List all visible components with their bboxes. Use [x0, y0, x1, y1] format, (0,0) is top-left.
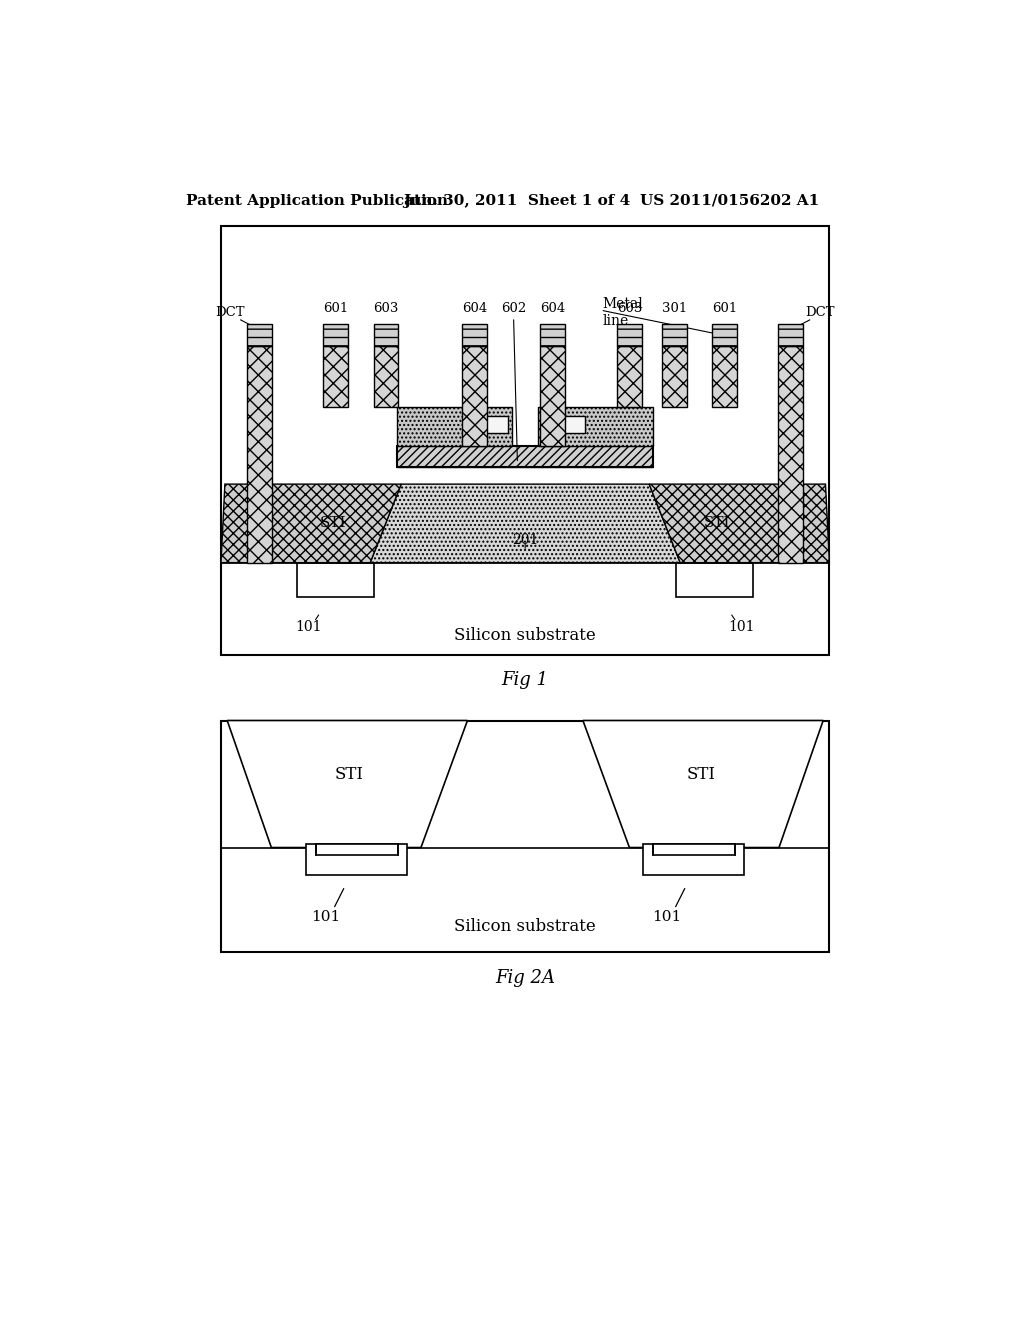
Text: Silicon substrate: Silicon substrate [455, 919, 596, 936]
Text: STI: STI [687, 766, 716, 783]
Text: 601: 601 [712, 302, 737, 314]
Bar [617, 346, 642, 407]
Bar [374, 323, 398, 346]
Bar [397, 446, 653, 467]
Bar [652, 843, 735, 855]
Text: 603: 603 [374, 302, 398, 314]
Bar [221, 226, 829, 655]
Bar [778, 346, 803, 562]
Bar [676, 562, 754, 597]
Polygon shape [649, 484, 829, 562]
Bar [617, 323, 642, 346]
Bar [539, 407, 653, 446]
Bar [315, 843, 397, 855]
Bar [540, 346, 564, 446]
Bar [248, 346, 272, 562]
Text: 101: 101 [652, 909, 681, 924]
Text: Metal
line: Metal line [603, 297, 643, 327]
Bar [463, 323, 487, 346]
Polygon shape [227, 721, 467, 847]
Bar [662, 323, 687, 346]
Bar [778, 323, 803, 346]
Text: US 2011/0156202 A1: US 2011/0156202 A1 [640, 194, 819, 207]
Text: 101: 101 [295, 619, 322, 634]
Text: 602: 602 [501, 302, 526, 314]
Bar [324, 323, 348, 346]
Polygon shape [583, 721, 823, 847]
Bar [643, 843, 744, 875]
Polygon shape [221, 484, 401, 562]
Text: 603: 603 [616, 302, 642, 314]
Text: Silicon substrate: Silicon substrate [455, 627, 596, 644]
Text: Jun. 30, 2011  Sheet 1 of 4: Jun. 30, 2011 Sheet 1 of 4 [403, 194, 631, 207]
Bar [540, 323, 564, 346]
Bar [306, 843, 407, 875]
Bar [248, 323, 272, 346]
Bar [466, 416, 508, 433]
Text: 201: 201 [512, 532, 539, 546]
Text: DCT: DCT [215, 305, 245, 318]
Polygon shape [371, 484, 680, 562]
Text: 301: 301 [662, 302, 687, 314]
Bar [713, 346, 737, 407]
Bar [543, 416, 585, 433]
Bar [297, 562, 375, 597]
Text: 604: 604 [462, 302, 487, 314]
Text: 101: 101 [728, 619, 755, 634]
Bar [221, 721, 829, 952]
Text: STI: STI [321, 516, 347, 531]
Bar [324, 346, 348, 407]
Text: DCT: DCT [805, 305, 835, 318]
Text: Patent Application Publication: Patent Application Publication [186, 194, 449, 207]
Bar [713, 323, 737, 346]
Text: STI: STI [335, 766, 364, 783]
Bar [662, 346, 687, 407]
Text: 601: 601 [324, 302, 348, 314]
Text: Fig 2A: Fig 2A [496, 969, 555, 987]
Text: Fig 1: Fig 1 [502, 671, 549, 689]
Bar [463, 346, 487, 446]
Text: 101: 101 [311, 909, 340, 924]
Bar [374, 346, 398, 407]
Text: 604: 604 [540, 302, 565, 314]
Text: STI: STI [703, 516, 730, 531]
Bar [397, 407, 512, 446]
